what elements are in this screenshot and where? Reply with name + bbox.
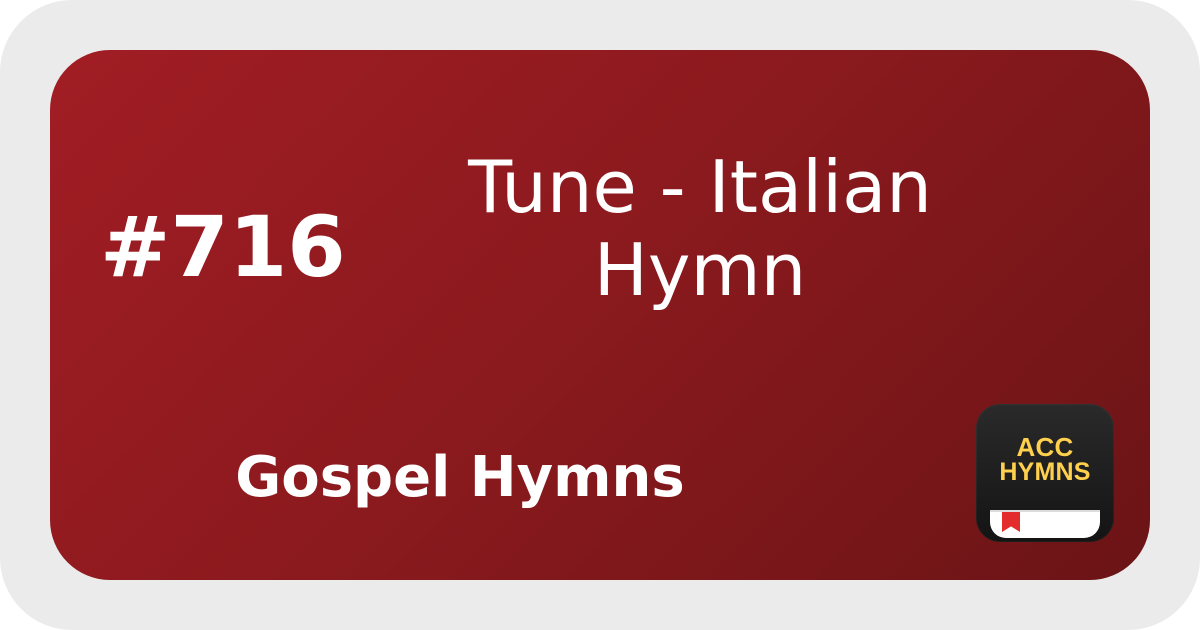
hymn-card: #716 Tune - Italian Hymn Gospel Hymns AC… [50, 50, 1150, 580]
hymn-number: #716 [100, 198, 346, 296]
bookmark-icon [1002, 512, 1020, 532]
acc-hymns-app-icon: ACC HYMNS [976, 404, 1114, 542]
app-icon-line-2: HYMNS [999, 458, 1091, 486]
hymnal-name: Gospel Hymns [235, 445, 685, 510]
app-icon-line-1: ACC [1016, 432, 1074, 462]
hymn-title: Tune - Italian Hymn [468, 145, 932, 312]
